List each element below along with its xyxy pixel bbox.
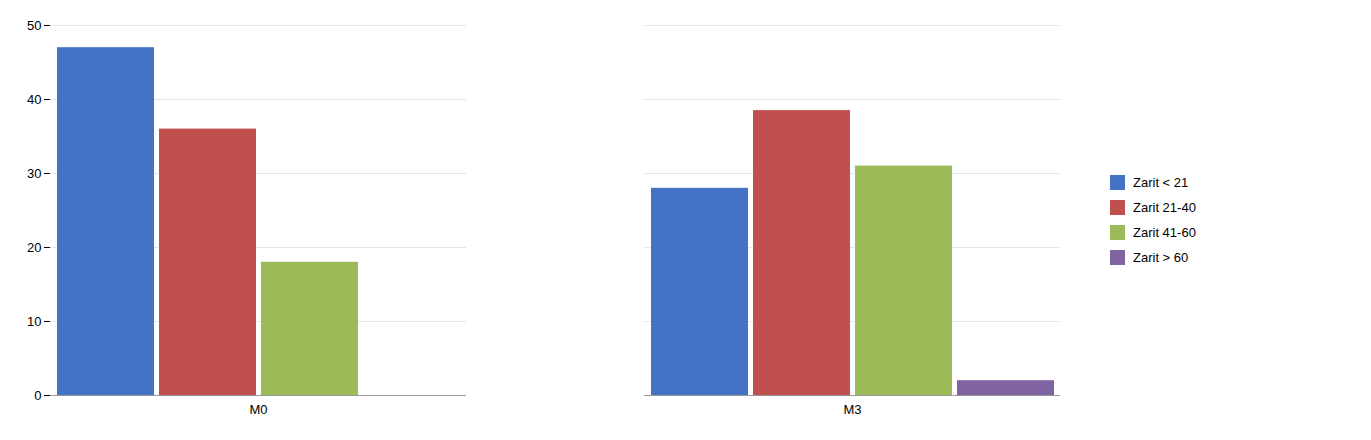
svg-text:10: 10 <box>27 314 41 329</box>
html-text:Zarit < 21: Zarit < 21 <box>1133 175 1189 190</box>
svg-text:30: 30 <box>27 166 41 181</box>
svg-text:M3: M3 <box>843 402 861 417</box>
svg-text:M0: M0 <box>249 402 267 417</box>
html-text:Zarit 41-60: Zarit 41-60 <box>1133 225 1196 240</box>
html-text:Zarit > 60: Zarit > 60 <box>1133 250 1189 265</box>
svg-text:0: 0 <box>34 388 41 403</box>
svg-text:40: 40 <box>27 92 41 107</box>
html-text:Zarit 21-40: Zarit 21-40 <box>1133 200 1196 215</box>
svg-text:20: 20 <box>27 240 41 255</box>
svg-text:50: 50 <box>27 18 41 33</box>
